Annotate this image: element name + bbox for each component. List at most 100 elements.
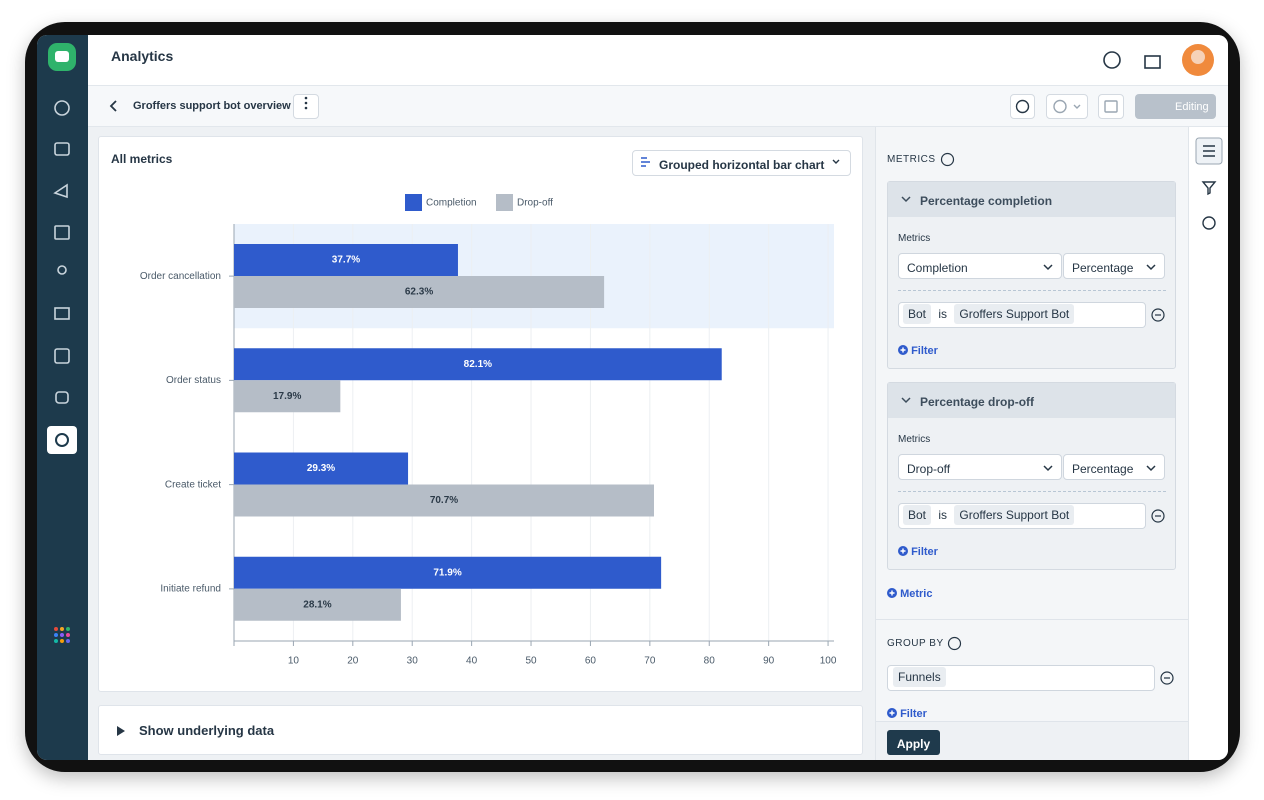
filter-row[interactable]: Bot is Groffers Support Bot — [898, 302, 1146, 328]
filter-value: Groffers Support Bot — [954, 505, 1075, 525]
x-tick-label: 50 — [525, 656, 537, 667]
icon-settings-active[interactable] — [47, 426, 77, 454]
legend-label: Completion — [426, 198, 477, 209]
apply-button[interactable]: Apply — [887, 730, 940, 755]
add-filter[interactable]: Filter — [898, 345, 938, 357]
icon-inbox[interactable] — [54, 142, 70, 156]
help-icon[interactable] — [1103, 51, 1121, 69]
tab-filter[interactable] — [1201, 181, 1217, 196]
value-label: 37.7% — [332, 255, 360, 266]
group-by-field[interactable]: Funnels — [887, 665, 1155, 691]
calendar-button[interactable] — [1098, 94, 1124, 119]
add-metric-label: Metric — [900, 588, 933, 600]
icon-campaign[interactable] — [53, 183, 68, 199]
toolbar — [88, 86, 1228, 127]
y-tick-label: Create ticket — [165, 479, 221, 490]
info-icon — [940, 152, 955, 167]
value-label: 17.9% — [273, 391, 301, 402]
help-button[interactable] — [1010, 94, 1035, 119]
filter-field: Bot — [903, 304, 932, 324]
x-tick-label: 40 — [466, 656, 478, 667]
metric-value: Drop-off — [907, 462, 951, 476]
metric-box: Percentage completion Metrics Completion… — [887, 181, 1176, 369]
export-button[interactable] — [1046, 94, 1088, 119]
avatar-face — [1191, 50, 1205, 64]
bar — [234, 276, 605, 308]
value-label: 70.7% — [430, 495, 458, 506]
editing-button[interactable]: Editing — [1135, 94, 1216, 119]
back-button[interactable] — [108, 99, 120, 113]
group-by-heading: GROUP BY — [887, 638, 944, 649]
x-tick-label: 20 — [347, 656, 359, 667]
filter-op: is — [938, 307, 948, 321]
add-filter-label: Filter — [900, 708, 927, 720]
header-icons — [1103, 44, 1214, 76]
icon-contacts[interactable] — [57, 265, 67, 275]
value-label: 71.9% — [433, 567, 461, 578]
divider — [876, 619, 1188, 620]
metric-box: Percentage drop-off Metrics Drop-off Per… — [887, 382, 1176, 570]
group-by-chip: Funnels — [893, 667, 946, 687]
separator — [898, 491, 1166, 492]
add-filter[interactable]: Filter — [898, 546, 938, 558]
gift-icon[interactable] — [1144, 55, 1161, 69]
icon-reports[interactable] — [54, 307, 70, 320]
icon-box[interactable] — [54, 348, 70, 364]
value-label: 29.3% — [307, 463, 335, 474]
sidebar — [37, 35, 88, 760]
aggregation-select[interactable]: Percentage — [1063, 253, 1165, 279]
x-tick-label: 90 — [763, 656, 775, 667]
aggregation-value: Percentage — [1072, 261, 1134, 275]
remove-filter[interactable] — [1150, 508, 1166, 524]
x-tick-label: 100 — [820, 656, 837, 667]
x-tick-label: 30 — [407, 656, 419, 667]
chart-type-icon — [641, 157, 650, 167]
metric-title[interactable]: Percentage completion — [888, 182, 1175, 217]
metric-title[interactable]: Percentage drop-off — [888, 383, 1175, 418]
underlying-card[interactable]: Show underlying data — [98, 705, 863, 755]
remove-group-by[interactable] — [1159, 670, 1175, 686]
chart-type-chevron — [832, 159, 840, 164]
bar — [234, 348, 722, 381]
metric-select[interactable]: Completion — [898, 253, 1062, 279]
remove-filter[interactable] — [1150, 307, 1166, 323]
metrics-label: Metrics — [898, 233, 931, 244]
chart-type-select[interactable]: Grouped horizontal bar chart — [632, 150, 851, 176]
expand-icon — [117, 726, 125, 736]
metric-value: Completion — [907, 261, 968, 275]
legend-swatch — [496, 194, 513, 211]
add-filter-label: Filter — [911, 546, 938, 558]
tab-style[interactable] — [1202, 216, 1216, 230]
more-button[interactable] — [293, 94, 319, 119]
apps-grid[interactable] — [54, 627, 70, 643]
y-tick-label: Order cancellation — [140, 271, 221, 282]
chart-card: Grouped horizontal bar chart All metrics… — [98, 136, 863, 692]
bar — [234, 588, 401, 621]
add-group-filter[interactable]: Filter — [887, 708, 927, 720]
collapse-icon — [901, 397, 911, 404]
bar — [234, 452, 409, 485]
collapse-icon — [901, 196, 911, 203]
icon-book[interactable] — [54, 225, 70, 240]
header — [88, 35, 1228, 86]
legend-swatch — [405, 194, 422, 211]
chart: All metrics 10 20 30 40 50 60 70 80 90 100 Order c… — [111, 152, 840, 667]
filter-row[interactable]: Bot is Groffers Support Bot — [898, 503, 1146, 529]
filter-op: is — [938, 508, 948, 522]
x-tick-label: 60 — [585, 656, 597, 667]
add-metric[interactable]: Metric — [887, 588, 932, 600]
info-icon — [947, 636, 962, 651]
bar — [234, 380, 341, 413]
value-label: 28.1% — [303, 599, 331, 610]
metrics-label: Metrics — [898, 434, 931, 445]
filter-field: Bot — [903, 505, 932, 525]
icon-bot[interactable] — [55, 391, 69, 404]
separator — [898, 290, 1166, 291]
aggregation-select[interactable]: Percentage — [1063, 454, 1165, 480]
icon-dashboard[interactable] — [54, 100, 70, 116]
metric-select[interactable]: Drop-off — [898, 454, 1062, 480]
icon-settings — [55, 433, 69, 447]
chart-title: All metrics — [111, 152, 173, 166]
value-label: 82.1% — [464, 359, 492, 370]
